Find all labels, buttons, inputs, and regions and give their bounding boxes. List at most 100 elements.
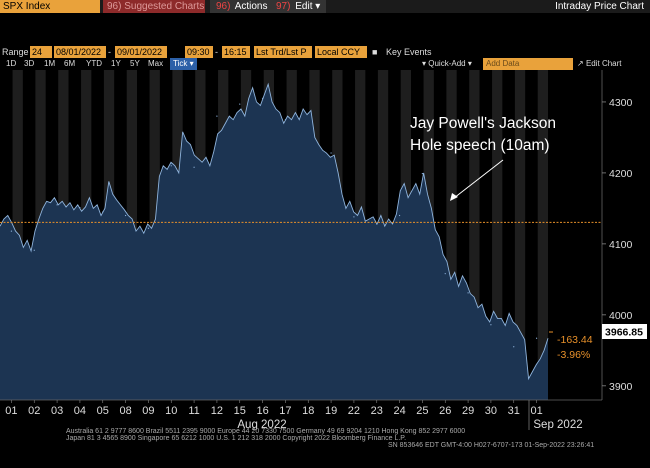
timeframe-1d[interactable]: 1D: [6, 59, 17, 68]
x-tick-label: 12: [211, 405, 223, 417]
x-tick-label: 19: [325, 405, 337, 417]
chevron-down-icon: ▾: [467, 59, 472, 68]
x-tick-label: 02: [28, 405, 40, 417]
session-close-point: [170, 165, 172, 167]
timeframe-3d[interactable]: 3D: [24, 59, 35, 68]
timeframe-ytd[interactable]: YTD: [86, 59, 102, 68]
key-events-checkbox[interactable]: ■: [372, 47, 378, 57]
end-time-field[interactable]: 16:15: [222, 46, 250, 58]
x-tick-label: 17: [279, 405, 291, 417]
session-close-point: [307, 112, 309, 114]
session-close-point: [79, 207, 81, 209]
edit-number: 97): [276, 1, 291, 12]
session-close-point: [398, 214, 401, 217]
edit-chart-icon: ↗: [577, 59, 584, 68]
y-tick-label: 4300: [609, 97, 633, 109]
quick-add-button[interactable]: ▾ Quick-Add ▾: [422, 58, 472, 70]
x-tick-label: 09: [142, 405, 154, 417]
price-line: [0, 82, 549, 381]
session-close-point: [353, 216, 355, 218]
session-close-point: [147, 227, 150, 229]
y-tick-label: 4000: [609, 310, 633, 322]
session-gap-band: [492, 70, 503, 400]
annotation-line-1: Jay Powell's Jackson: [410, 115, 556, 132]
annotation-arrow: [453, 159, 504, 199]
session-close-point: [330, 152, 332, 154]
range-label: Range: [2, 47, 29, 57]
timeframe-6m[interactable]: 6M: [64, 59, 76, 68]
x-tick-label: 30: [485, 405, 497, 417]
currency-select[interactable]: Local CCY: [315, 46, 367, 58]
range-controls: Range 24 08/01/2022 - 09/01/2022 09:30 -…: [0, 46, 650, 58]
suggested-charts-button[interactable]: 96) Suggested Charts: [103, 0, 205, 13]
x-tick-label: 18: [302, 405, 314, 417]
session-close-point: [239, 103, 241, 105]
start-time-field[interactable]: 09:30: [185, 46, 213, 58]
actions-label: Actions: [234, 1, 268, 12]
session-close-point: [216, 115, 218, 117]
change-absolute: -163.44: [557, 334, 593, 346]
session-close-point: [490, 324, 492, 326]
edit-chart-button[interactable]: ↗ Edit Chart: [577, 58, 622, 70]
y-tick-label: 3900: [609, 381, 633, 393]
session-close-point: [261, 97, 264, 99]
range-number-field[interactable]: 24: [30, 46, 52, 58]
x-tick-label: 01: [5, 405, 17, 417]
footer-line-2: Japan 81 3 4565 8900 Singapore 65 6212 1…: [66, 435, 407, 442]
footer: Australia 61 2 9777 8600 Brazil 5511 239…: [0, 428, 650, 468]
x-group-label-aug: Aug 2022: [237, 419, 286, 430]
x-tick-label: 10: [165, 405, 177, 417]
ticker-field[interactable]: SPX Index: [0, 0, 100, 13]
timeframe-1m[interactable]: 1M: [44, 59, 56, 68]
x-tick-label: 29: [462, 405, 474, 417]
quick-add-label: Quick-Add: [428, 59, 466, 68]
session-close-point: [102, 211, 104, 213]
x-tick-label: 05: [97, 405, 109, 417]
change-percent: -3.96%: [557, 349, 590, 361]
x-tick-label: 08: [119, 405, 131, 417]
chevron-down-icon: ▾: [315, 1, 321, 12]
x-group-label-sep: Sep 2022: [533, 419, 582, 430]
start-date-field[interactable]: 08/01/2022: [54, 46, 106, 58]
session-close-point: [444, 273, 446, 275]
edit-menu[interactable]: 97) Edit ▾: [270, 0, 327, 13]
time-dash: -: [215, 47, 218, 57]
session-close-point: [124, 214, 127, 217]
x-tick-label: 25: [416, 405, 428, 417]
x-tick-label: 16: [256, 405, 268, 417]
session-close-point: [535, 337, 538, 339]
range-dash: -: [108, 47, 111, 57]
session-gap-band: [469, 70, 480, 400]
session-close-point: [467, 292, 469, 294]
arrow-head-icon: [450, 193, 458, 201]
x-tick-label: 03: [51, 405, 63, 417]
session-close-point: [284, 119, 287, 121]
session-gap-band: [537, 70, 548, 400]
x-tick-label: 26: [439, 405, 451, 417]
session-close-point: [193, 166, 195, 168]
x-tick-label: 15: [234, 405, 246, 417]
session-close-point: [421, 173, 424, 175]
session-close-point: [33, 249, 35, 251]
price-mode-select[interactable]: Lst Trd/Lst P: [254, 46, 312, 58]
footer-line-3: SN 853646 EDT GMT-4:00 H027-6707-173 01-…: [388, 442, 595, 449]
last-price-label: 3966.85: [605, 327, 643, 339]
timeframe-max[interactable]: Max: [148, 59, 164, 68]
price-area: [0, 84, 548, 400]
timeframe-5y[interactable]: 5Y: [130, 59, 140, 68]
end-date-field[interactable]: 09/01/2022: [115, 46, 167, 58]
timeframe-1y[interactable]: 1Y: [111, 59, 121, 68]
tick-label: Tick: [173, 59, 188, 68]
chevron-down-icon: ▾: [189, 59, 194, 68]
session-close-point: [10, 230, 13, 232]
x-tick-label: 31: [508, 405, 520, 417]
timeframe-bar: 1D 3D 1M 6M YTD 1Y 5Y Max Tick ▾ ▾ Quick…: [0, 58, 650, 70]
x-tick-label: 24: [393, 405, 405, 417]
actions-number: 96): [216, 1, 231, 12]
x-tick-label: 23: [371, 405, 383, 417]
tick-select[interactable]: Tick ▾: [170, 58, 197, 70]
x-tick-label: 11: [188, 405, 199, 417]
add-data-input[interactable]: Add Data: [483, 58, 573, 70]
footer-line-1: Australia 61 2 9777 8600 Brazil 5511 239…: [66, 428, 466, 435]
x-tick-label: 22: [348, 405, 360, 417]
